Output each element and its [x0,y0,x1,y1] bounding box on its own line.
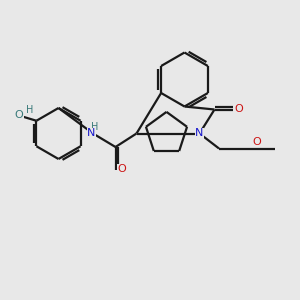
Text: H: H [91,122,98,132]
Text: O: O [252,137,261,147]
Text: N: N [195,128,204,139]
Text: O: O [235,104,244,115]
Text: O: O [15,110,23,120]
Text: H: H [26,105,34,115]
Text: N: N [87,128,96,139]
Text: O: O [118,164,127,175]
